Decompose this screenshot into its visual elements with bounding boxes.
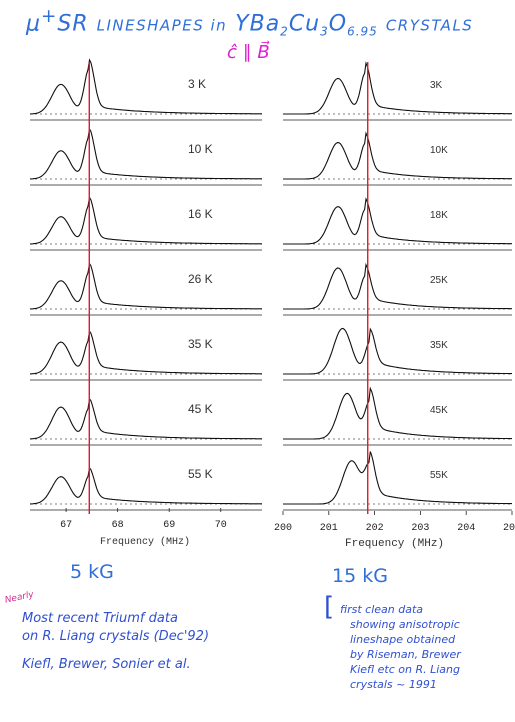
temperature-label: 10K xyxy=(430,145,448,156)
lineshape-chart: 3 K 10 K 16 K 26 K 35 K 45 K 55 K 67 68 69 70 3K 10K… xyxy=(29,58,515,534)
field-label-right: 15 kG xyxy=(332,565,388,587)
temperature-label: 3 K xyxy=(188,77,206,91)
x-tick-label: 70 xyxy=(215,520,227,531)
annotation-line-3: Kiefl, Brewer, Sonier et al. xyxy=(22,657,191,672)
right-annotation-line-5: Kiefl etc on R. Liang xyxy=(350,663,460,676)
lineshape-trace xyxy=(29,329,262,375)
annotation-bracket: [ xyxy=(324,592,335,622)
right-annotation-line-3: lineshape obtained xyxy=(350,633,456,646)
right-annotation-line-4: by Riseman, Brewer xyxy=(350,648,461,661)
x-tick-label: 204 xyxy=(457,523,475,534)
page-title: μ+SR LINESHAPES in YBa2Cu3O6.95 CRYSTALS xyxy=(26,6,474,39)
temperature-label: 35K xyxy=(430,340,448,351)
temperature-label: 25K xyxy=(430,275,448,286)
lineshape-trace xyxy=(30,127,262,180)
lineshape-trace xyxy=(29,397,262,440)
temperature-label: 16 K xyxy=(188,207,213,221)
lineshape-trace xyxy=(30,195,262,245)
temperature-label: 55 K xyxy=(188,467,213,481)
field-label-left: 5 kG xyxy=(70,561,114,583)
lineshape-trace xyxy=(283,197,512,245)
lineshape-trace xyxy=(30,261,262,310)
lineshape-trace xyxy=(30,58,262,115)
temperature-label: 3K xyxy=(430,80,443,91)
temperature-label: 26 K xyxy=(188,272,213,286)
lineshape-trace xyxy=(283,262,512,310)
x-tick-label: 67 xyxy=(60,520,72,531)
annotation-line-1: Most recent Triumf data xyxy=(22,611,178,626)
annotation-line-2: on R. Liang crystals (Dec'92) xyxy=(22,629,210,644)
annotation-nearly: Nearly xyxy=(4,589,35,606)
lineshape-trace xyxy=(283,327,512,375)
x-tick-label: 69 xyxy=(163,520,175,531)
temperature-label: 10 K xyxy=(188,142,213,156)
right-annotation-line-1: first clean data xyxy=(340,603,424,616)
x-axis-label-left: Frequency (MHz) xyxy=(100,537,191,548)
x-tick-label: 200 xyxy=(274,523,292,534)
lineshape-trace xyxy=(30,466,262,505)
lineshape-trace xyxy=(283,451,512,505)
lineshape-trace xyxy=(283,131,512,180)
field-orientation-label: ĉ ∥ B⃗ xyxy=(227,42,270,63)
lineshape-trace xyxy=(283,61,512,115)
right-annotation-line-2: showing anisotropic xyxy=(350,618,460,631)
right-annotation-line-6: crystals ~ 1991 xyxy=(350,678,437,691)
x-tick-label: 205 xyxy=(503,523,515,534)
temperature-label: 45 K xyxy=(188,402,213,416)
temperature-label: 18K xyxy=(430,210,448,221)
temperature-label: 45K xyxy=(430,405,448,416)
x-tick-label: 202 xyxy=(366,523,384,534)
temperature-label: 35 K xyxy=(188,337,213,351)
temperature-label: 55K xyxy=(430,470,448,481)
x-axis-label-right: Frequency (MHz) xyxy=(345,538,445,550)
x-tick-label: 68 xyxy=(112,520,124,531)
x-tick-label: 201 xyxy=(320,523,338,534)
x-tick-label: 203 xyxy=(411,523,429,534)
lineshape-trace xyxy=(283,386,512,440)
